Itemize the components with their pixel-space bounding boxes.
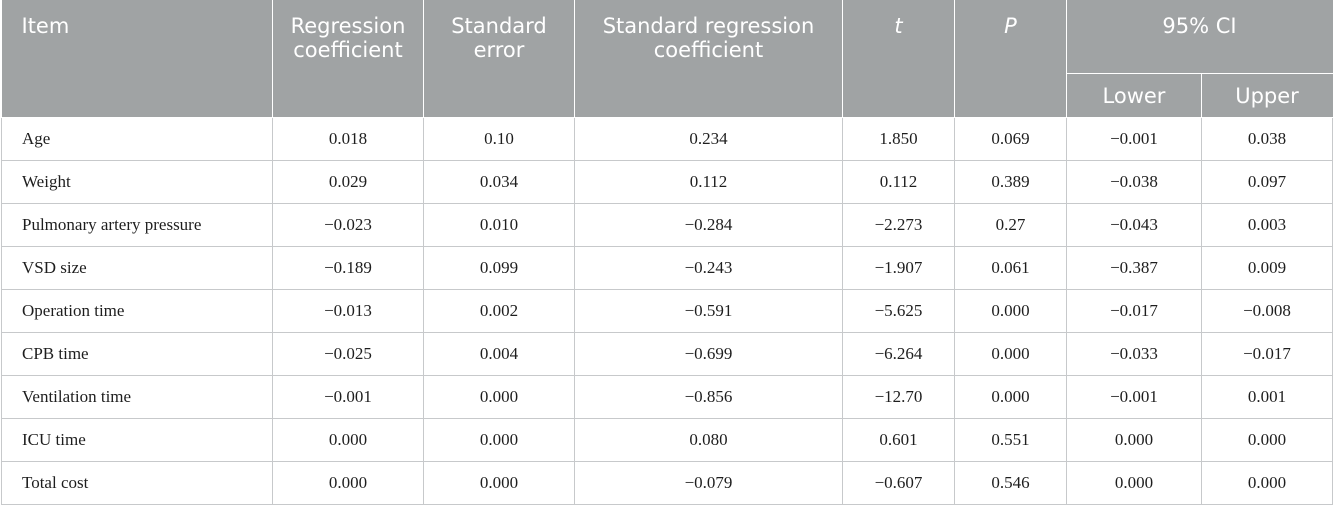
cell-standard-regression-coefficient: 0.234 xyxy=(574,117,843,161)
cell-ci-upper: 0.003 xyxy=(1201,203,1333,247)
cell-standard-error: 0.000 xyxy=(423,418,575,462)
cell-p: 0.061 xyxy=(954,246,1067,290)
cell-item: Total cost xyxy=(1,461,273,505)
cell-item: Age xyxy=(1,117,273,161)
cell-t: −5.625 xyxy=(842,289,955,333)
cell-regression-coefficient: 0.000 xyxy=(272,418,424,462)
cell-standard-error: 0.099 xyxy=(423,246,575,290)
cell-ci-upper: −0.017 xyxy=(1201,332,1333,376)
cell-p: 0.27 xyxy=(954,203,1067,247)
cell-ci-upper: 0.097 xyxy=(1201,160,1333,204)
cell-t: 0.601 xyxy=(842,418,955,462)
table-row: ICU time 0.000 0.000 0.080 0.601 0.551 0.000 0.… xyxy=(1,418,1333,462)
cell-regression-coefficient: −0.189 xyxy=(272,246,424,290)
cell-regression-coefficient: −0.013 xyxy=(272,289,424,333)
cell-standard-regression-coefficient: 0.112 xyxy=(574,160,843,204)
cell-ci-upper: 0.001 xyxy=(1201,375,1333,419)
cell-ci-upper: 0.000 xyxy=(1201,418,1333,462)
header-item: Item xyxy=(1,0,273,118)
cell-t: −12.70 xyxy=(842,375,955,419)
cell-p: 0.000 xyxy=(954,375,1067,419)
cell-standard-error: 0.010 xyxy=(423,203,575,247)
cell-ci-upper: 0.000 xyxy=(1201,461,1333,505)
cell-ci-lower: −0.043 xyxy=(1066,203,1202,247)
header-t: t xyxy=(842,0,955,118)
cell-standard-regression-coefficient: −0.284 xyxy=(574,203,843,247)
cell-regression-coefficient: 0.029 xyxy=(272,160,424,204)
cell-ci-lower: 0.000 xyxy=(1066,461,1202,505)
cell-ci-lower: 0.000 xyxy=(1066,418,1202,462)
header-standard-error: Standard error xyxy=(423,0,575,118)
cell-regression-coefficient: −0.025 xyxy=(272,332,424,376)
cell-ci-lower: −0.033 xyxy=(1066,332,1202,376)
cell-item: CPB time xyxy=(1,332,273,376)
cell-ci-upper: −0.008 xyxy=(1201,289,1333,333)
table-row: Age 0.018 0.10 0.234 1.850 0.069 −0.001 0.038 xyxy=(1,117,1333,161)
table-row: Total cost 0.000 0.000 −0.079 −0.607 0.546 0.0… xyxy=(1,461,1333,505)
cell-ci-lower: −0.001 xyxy=(1066,375,1202,419)
cell-t: −0.607 xyxy=(842,461,955,505)
header-p: P xyxy=(954,0,1067,118)
cell-item: Ventilation time xyxy=(1,375,273,419)
cell-t: −1.907 xyxy=(842,246,955,290)
cell-standard-error: 0.000 xyxy=(423,375,575,419)
cell-standard-regression-coefficient: −0.079 xyxy=(574,461,843,505)
cell-standard-error: 0.000 xyxy=(423,461,575,505)
header-lower: Lower xyxy=(1066,73,1202,118)
cell-ci-upper: 0.009 xyxy=(1201,246,1333,290)
cell-t: −2.273 xyxy=(842,203,955,247)
table-row: CPB time −0.025 0.004 −0.699 −6.264 0.000 −0.0… xyxy=(1,332,1333,376)
table-row: Operation time −0.013 0.002 −0.591 −5.625 0.0… xyxy=(1,289,1333,333)
cell-t: 1.850 xyxy=(842,117,955,161)
cell-item: Operation time xyxy=(1,289,273,333)
cell-item: VSD size xyxy=(1,246,273,290)
header-regression-coefficient: Regression coefficient xyxy=(272,0,424,118)
cell-standard-regression-coefficient: −0.591 xyxy=(574,289,843,333)
cell-regression-coefficient: 0.000 xyxy=(272,461,424,505)
cell-p: 0.000 xyxy=(954,289,1067,333)
cell-standard-error: 0.002 xyxy=(423,289,575,333)
header-row-main: Item Regression coefficient Standard err… xyxy=(1,0,1333,118)
cell-standard-regression-coefficient: −0.243 xyxy=(574,246,843,290)
cell-p: 0.389 xyxy=(954,160,1067,204)
cell-standard-error: 0.034 xyxy=(423,160,575,204)
cell-ci-lower: −0.017 xyxy=(1066,289,1202,333)
cell-standard-regression-coefficient: −0.856 xyxy=(574,375,843,419)
cell-regression-coefficient: 0.018 xyxy=(272,117,424,161)
header-95-ci: 95% CI xyxy=(1066,0,1333,74)
header-upper: Upper xyxy=(1201,73,1333,118)
cell-standard-error: 0.10 xyxy=(423,117,575,161)
cell-ci-lower: −0.001 xyxy=(1066,117,1202,161)
table-body: Age 0.018 0.10 0.234 1.850 0.069 −0.001 0.038 We… xyxy=(1,117,1333,505)
cell-t: 0.112 xyxy=(842,160,955,204)
cell-ci-lower: −0.038 xyxy=(1066,160,1202,204)
table-row: VSD size −0.189 0.099 −0.243 −1.907 0.061 −0.3… xyxy=(1,246,1333,290)
cell-standard-regression-coefficient: 0.080 xyxy=(574,418,843,462)
cell-ci-upper: 0.038 xyxy=(1201,117,1333,161)
table-row: Pulmonary artery pressure −0.023 0.010 −0.2… xyxy=(1,203,1333,247)
cell-standard-regression-coefficient: −0.699 xyxy=(574,332,843,376)
table-header: Item Regression coefficient Standard err… xyxy=(1,0,1333,118)
cell-item: Pulmonary artery pressure xyxy=(1,203,273,247)
cell-t: −6.264 xyxy=(842,332,955,376)
cell-ci-lower: −0.387 xyxy=(1066,246,1202,290)
cell-regression-coefficient: −0.001 xyxy=(272,375,424,419)
header-standard-regression-coefficient: Standard regression coefficient xyxy=(574,0,843,118)
cell-p: 0.546 xyxy=(954,461,1067,505)
cell-p: 0.551 xyxy=(954,418,1067,462)
cell-p: 0.069 xyxy=(954,117,1067,161)
table-row: Weight 0.029 0.034 0.112 0.112 0.389 −0.038 0.0… xyxy=(1,160,1333,204)
cell-item: ICU time xyxy=(1,418,273,462)
cell-item: Weight xyxy=(1,160,273,204)
cell-standard-error: 0.004 xyxy=(423,332,575,376)
cell-p: 0.000 xyxy=(954,332,1067,376)
table-row: Ventilation time −0.001 0.000 −0.856 −12.70 0… xyxy=(1,375,1333,419)
cell-regression-coefficient: −0.023 xyxy=(272,203,424,247)
